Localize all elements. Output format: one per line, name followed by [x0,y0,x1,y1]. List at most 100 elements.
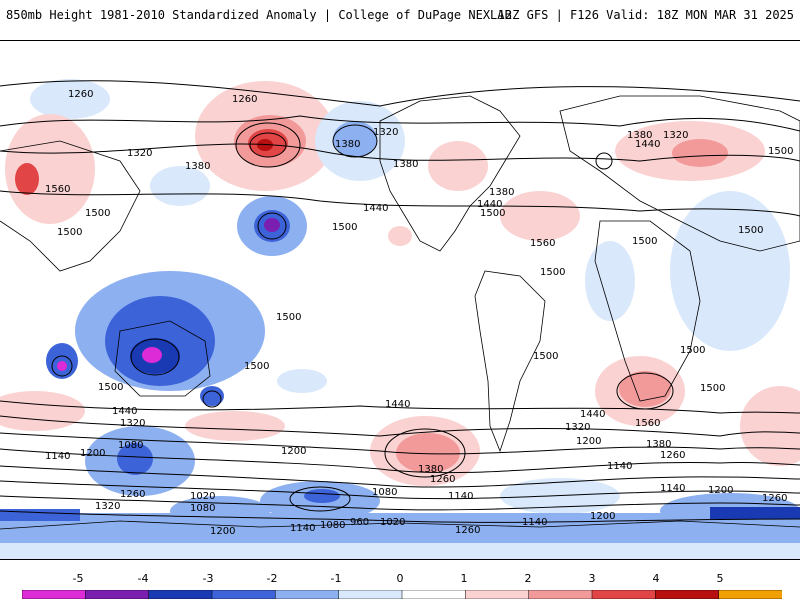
model-run-label: 12Z GFS | F126 Valid: 18Z MON MAR 31 202… [497,8,794,22]
contour-label: 1140 [660,483,685,494]
contour-line [0,480,800,500]
contour-label: 1260 [430,474,455,485]
contour-label: 1440 [385,399,410,410]
contour-label: 1380 [627,130,652,141]
colorbar-label: 5 [716,572,724,585]
colorbar-cell [718,590,782,599]
africa-outline [594,220,701,402]
contour-label: 1260 [455,525,480,536]
contour-label: 1320 [373,127,398,138]
contour-label: 1500 [768,146,793,157]
colorbar-label: 2 [524,572,532,585]
contour-label: 1320 [95,501,120,512]
anomaly-blob [388,226,412,246]
contour-label: 1560 [45,184,70,195]
contour-labels: 1260 1320 1260 1320 1380 1320 1380 1440 … [45,89,793,537]
eurasia-outline [559,95,800,252]
contour-label: 1560 [530,238,555,249]
contour-label: 1260 [660,450,685,461]
contour-label: 1320 [120,418,145,429]
contour-label: 1080 [118,440,143,451]
contour-ring [51,355,73,377]
contour-label: 1500 [540,267,565,278]
colorbar-cell [591,590,657,599]
contour-ring [235,122,301,168]
contour-label: 1500 [533,351,558,362]
contour-ring [384,428,466,478]
contour-label: 1500 [244,361,269,372]
contour-label: 1380 [335,139,360,150]
world-map-panel[interactable]: 1260 1320 1260 1320 1380 1320 1380 1440 … [0,40,800,560]
anomaly-blob [428,141,488,191]
anomaly-blob [670,191,790,351]
contour-label: 1500 [632,236,657,247]
contour-label: 1500 [480,208,505,219]
contour-label: 1020 [190,491,215,502]
contour-ring [249,132,287,158]
anomaly-blob [200,386,224,406]
contour-label: 1500 [700,383,725,394]
contour-ring [332,124,378,158]
anomaly-blob [500,191,580,241]
contour-line [0,80,800,107]
contour-label: 1260 [68,89,93,100]
contour-ring [289,486,351,512]
contour-ring [202,390,222,408]
contour-label: 1440 [580,409,605,420]
colorbar-cell [275,590,340,599]
anomaly-blob [619,371,671,407]
colorbar-cell [338,590,403,599]
title-bar: 850mb Height 1981-2010 Standardized Anom… [0,0,800,30]
contour-label: 1380 [418,464,443,475]
contour-label: 1140 [607,461,632,472]
colorbar-label: 4 [652,572,660,585]
anomaly-blob [264,218,280,232]
contour-label: 1440 [477,199,502,210]
colorbar-cell [655,590,720,599]
colorbar-cell [528,590,593,599]
contour-label: 1140 [448,491,473,502]
colorbar-cell [465,590,530,599]
contour-label: 1500 [98,382,123,393]
colorbar-label: -1 [330,572,342,585]
contour-label: 1140 [522,517,547,528]
contour-label: 1200 [80,448,105,459]
height-contours [0,80,800,523]
map-title: 850mb Height 1981-2010 Standardized Anom… [6,8,512,22]
anomaly-blob [117,443,153,475]
contour-label: 1440 [112,406,137,417]
contour-label: 1080 [190,503,215,514]
south-america-outline [474,270,546,453]
colorbar-label: -2 [266,572,278,585]
contour-label: 1200 [281,446,306,457]
contour-label: 1560 [635,418,660,429]
colorbar-label: 1 [460,572,468,585]
colorbar: -5 -4 -3 -2 -1 0 1 2 3 4 5 [0,572,800,600]
contour-label: 960 [350,517,369,528]
contour-label: 1320 [663,130,688,141]
contour-line [0,465,800,488]
antarctica-outline [0,520,800,530]
colorbar-label: -4 [137,572,149,585]
colorbar-strip [22,590,782,599]
colorbar-label: 3 [588,572,596,585]
contour-ring [130,338,180,376]
contour-label: 1380 [646,439,671,450]
anomaly-blob [0,391,85,431]
contour-label: 1260 [762,493,787,504]
contour-label: 1080 [372,487,397,498]
contour-line [0,448,800,474]
colorbar-label: -5 [72,572,84,585]
contour-line [0,115,800,132]
colorbar-cell [22,590,87,599]
colorbar-cell [401,590,467,599]
anomaly-blob [57,361,67,371]
contour-label: 1500 [332,222,357,233]
contour-line [0,190,800,217]
contour-label: 1260 [232,94,257,105]
anomaly-band [710,507,800,519]
contour-label: 1200 [576,436,601,447]
anomaly-map[interactable]: 1260 1320 1260 1320 1380 1320 1380 1440 … [0,41,800,559]
contour-line [0,415,800,437]
colorbar-cell [211,590,277,599]
